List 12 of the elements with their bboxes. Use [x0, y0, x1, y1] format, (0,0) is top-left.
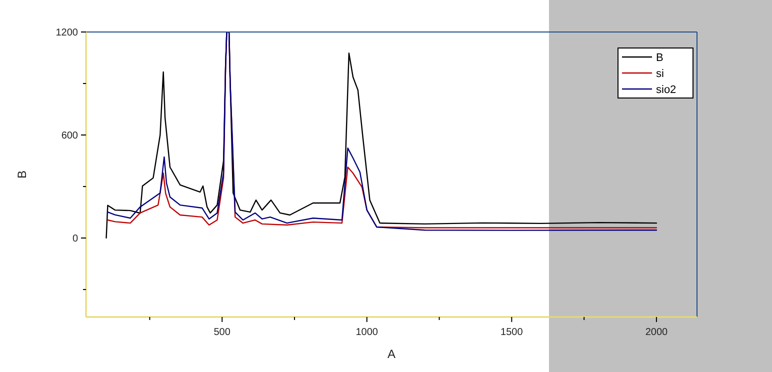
- y-tick-label: 1200: [56, 28, 78, 38]
- x-tick-label: 500: [214, 327, 231, 338]
- legend-label: si: [656, 68, 664, 80]
- x-tick-label: 2000: [645, 327, 668, 338]
- x-axis-title: A: [387, 347, 396, 361]
- y-tick-label: 600: [61, 130, 78, 142]
- y-tick-label: 0: [72, 234, 78, 245]
- legend-label: B: [656, 52, 664, 64]
- y-axis-title: B: [15, 170, 29, 179]
- x-tick-label: 1500: [500, 327, 524, 338]
- legend-label: sio2: [656, 84, 676, 96]
- x-tick-label: 1000: [356, 327, 378, 338]
